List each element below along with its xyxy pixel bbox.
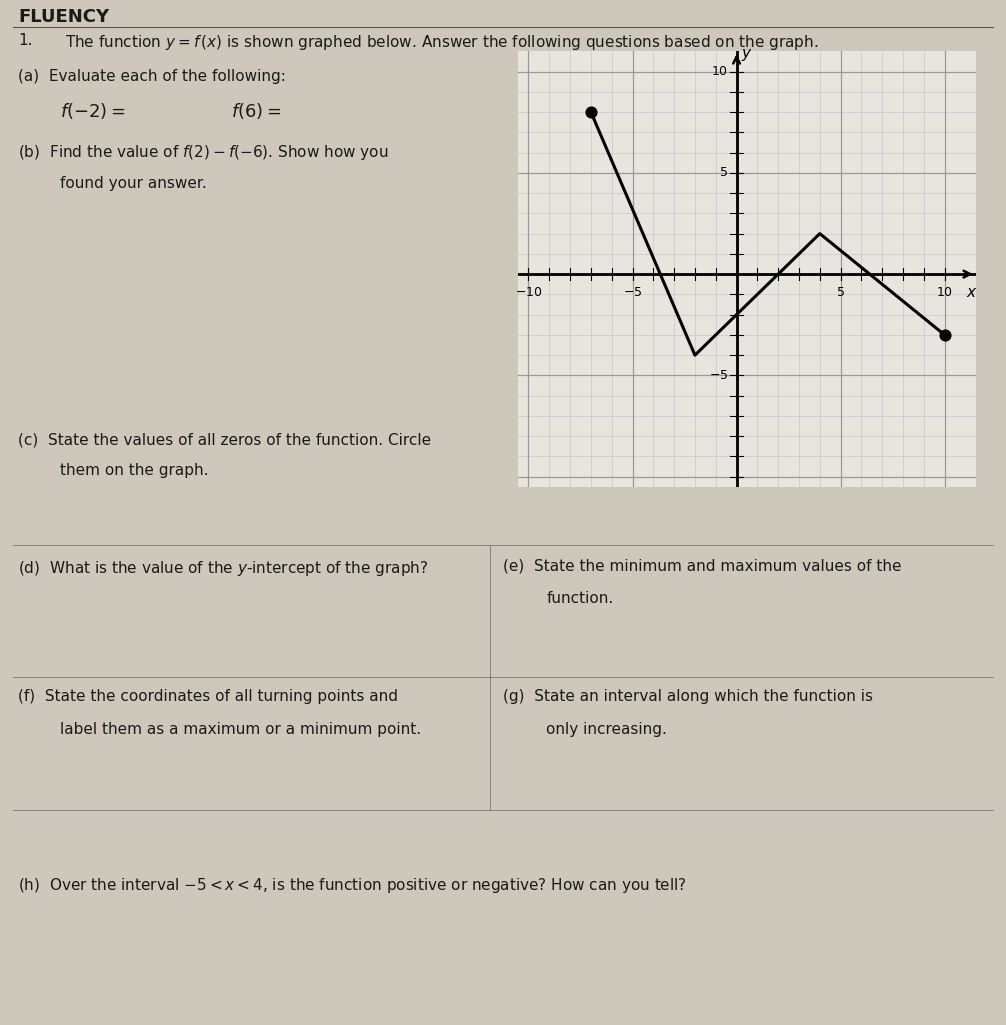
Text: (f)  State the coordinates of all turning points and: (f) State the coordinates of all turning… [18,689,398,704]
Text: $10$: $10$ [936,286,953,299]
Text: (c)  State the values of all zeros of the function. Circle: (c) State the values of all zeros of the… [18,433,432,448]
Text: $5$: $5$ [719,166,728,179]
Text: (a)  Evaluate each of the following:: (a) Evaluate each of the following: [18,69,286,84]
Text: function.: function. [546,591,614,607]
Text: $-5$: $-5$ [709,369,728,382]
Text: FLUENCY: FLUENCY [18,8,110,27]
Text: $-10$: $-10$ [515,286,542,299]
Text: 1.: 1. [18,33,32,48]
Text: them on the graph.: them on the graph. [60,463,209,479]
Point [937,327,953,343]
Text: label them as a maximum or a minimum point.: label them as a maximum or a minimum poi… [60,722,422,737]
Text: $5$: $5$ [836,286,845,299]
Text: found your answer.: found your answer. [60,176,207,192]
Text: only increasing.: only increasing. [546,722,667,737]
Text: $10$: $10$ [711,65,728,78]
Text: (g)  State an interval along which the function is: (g) State an interval along which the fu… [503,689,873,704]
Text: The function $y=f\,(x)$ is shown graphed below. Answer the following questions b: The function $y=f\,(x)$ is shown graphed… [65,33,819,52]
Text: $y$: $y$ [741,47,752,64]
Text: $-5$: $-5$ [623,286,642,299]
Text: (d)  What is the value of the $y$-intercept of the graph?: (d) What is the value of the $y$-interce… [18,559,429,578]
Text: (e)  State the minimum and maximum values of the: (e) State the minimum and maximum values… [503,559,901,574]
Text: $x$: $x$ [966,285,978,300]
Text: (b)  Find the value of $f(2)-f(-6)$. Show how you: (b) Find the value of $f(2)-f(-6)$. Show… [18,144,388,163]
Text: $f(-2)=$: $f(-2)=$ [60,101,126,122]
Point [582,104,599,120]
Text: $f(6)=$: $f(6)=$ [231,101,282,122]
Text: (h)  Over the interval $-5<x<4$, is the function positive or negative? How can y: (h) Over the interval $-5<x<4$, is the f… [18,876,687,896]
